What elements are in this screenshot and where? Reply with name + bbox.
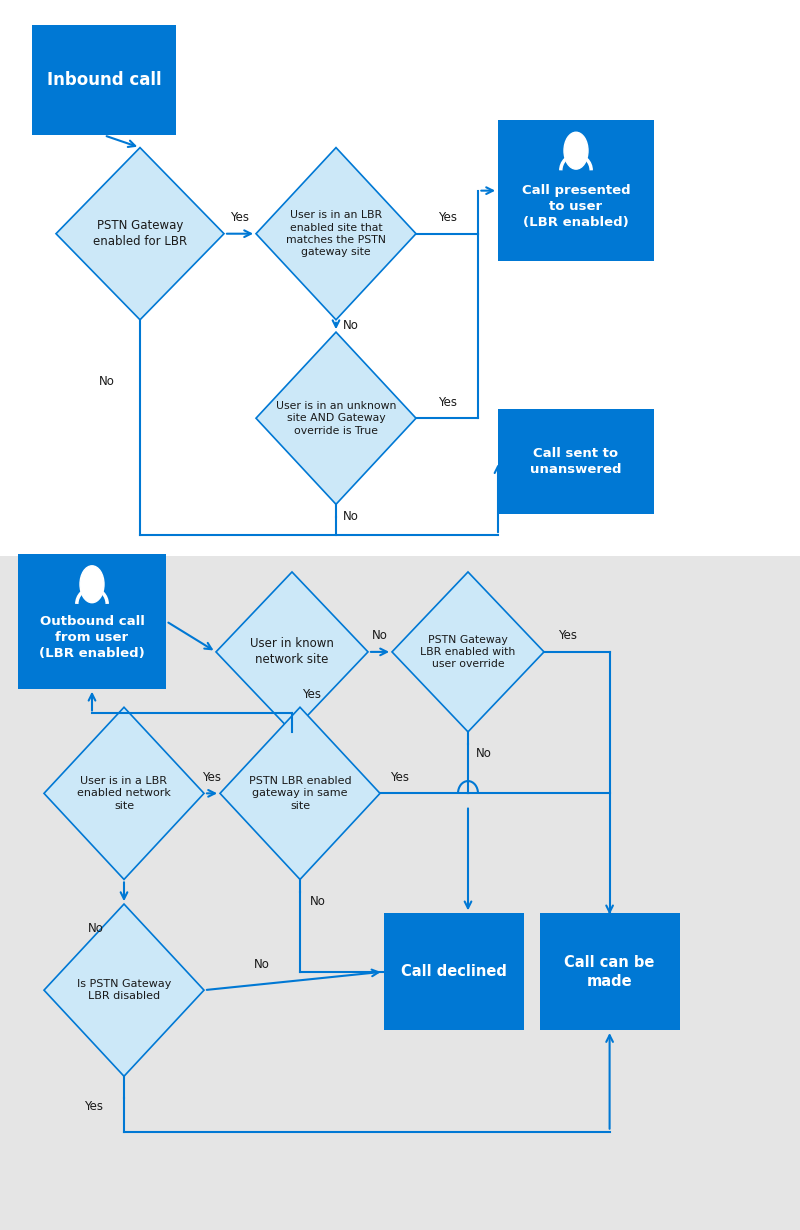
- Text: No: No: [476, 748, 492, 760]
- Text: Yes: Yes: [558, 630, 578, 642]
- Text: No: No: [310, 895, 326, 908]
- Bar: [0, 556, 800, 1230]
- Text: Yes: Yes: [202, 771, 222, 784]
- Bar: [18, 554, 166, 689]
- Text: Yes: Yes: [230, 212, 250, 224]
- Circle shape: [564, 133, 588, 170]
- Bar: [32, 25, 176, 135]
- Text: Call can be
made: Call can be made: [565, 954, 654, 989]
- Text: Yes: Yes: [84, 1101, 103, 1113]
- Polygon shape: [56, 148, 224, 320]
- Bar: [498, 410, 654, 514]
- Text: PSTN LBR enabled
gateway in same
site: PSTN LBR enabled gateway in same site: [249, 776, 351, 811]
- Text: User in known
network site: User in known network site: [250, 637, 334, 667]
- Text: No: No: [254, 958, 270, 972]
- Text: Call sent to
unanswered: Call sent to unanswered: [530, 446, 622, 476]
- Text: User is in an LBR
enabled site that
matches the PSTN
gateway site: User is in an LBR enabled site that matc…: [286, 210, 386, 257]
- Bar: [0, 0, 800, 556]
- Polygon shape: [216, 572, 368, 732]
- Text: Is PSTN Gateway
LBR disabled: Is PSTN Gateway LBR disabled: [77, 979, 171, 1001]
- Text: Yes: Yes: [438, 212, 457, 224]
- Polygon shape: [44, 707, 204, 879]
- Text: No: No: [372, 630, 388, 642]
- Polygon shape: [44, 904, 204, 1076]
- Text: Yes: Yes: [438, 396, 457, 408]
- Polygon shape: [220, 707, 380, 879]
- Text: Call presented
to user
(LBR enabled): Call presented to user (LBR enabled): [522, 184, 630, 229]
- Text: Yes: Yes: [390, 771, 410, 784]
- Text: No: No: [342, 510, 358, 523]
- Text: PSTN Gateway
enabled for LBR: PSTN Gateway enabled for LBR: [93, 219, 187, 248]
- Text: No: No: [98, 375, 114, 387]
- Bar: [384, 913, 523, 1031]
- Text: No: No: [88, 922, 104, 935]
- Text: Call declined: Call declined: [401, 964, 506, 979]
- Text: Inbound call: Inbound call: [46, 71, 162, 89]
- Polygon shape: [256, 332, 416, 504]
- Text: User is in an unknown
site AND Gateway
override is True: User is in an unknown site AND Gateway o…: [276, 401, 396, 435]
- Text: PSTN Gateway
LBR enabled with
user override: PSTN Gateway LBR enabled with user overr…: [420, 635, 516, 669]
- Text: No: No: [342, 320, 358, 332]
- Circle shape: [80, 566, 104, 603]
- Polygon shape: [256, 148, 416, 320]
- Text: Outbound call
from user
(LBR enabled): Outbound call from user (LBR enabled): [39, 615, 145, 659]
- Polygon shape: [392, 572, 544, 732]
- Bar: [539, 913, 679, 1031]
- Text: Yes: Yes: [302, 689, 322, 701]
- Bar: [498, 121, 654, 262]
- Text: User is in a LBR
enabled network
site: User is in a LBR enabled network site: [77, 776, 171, 811]
